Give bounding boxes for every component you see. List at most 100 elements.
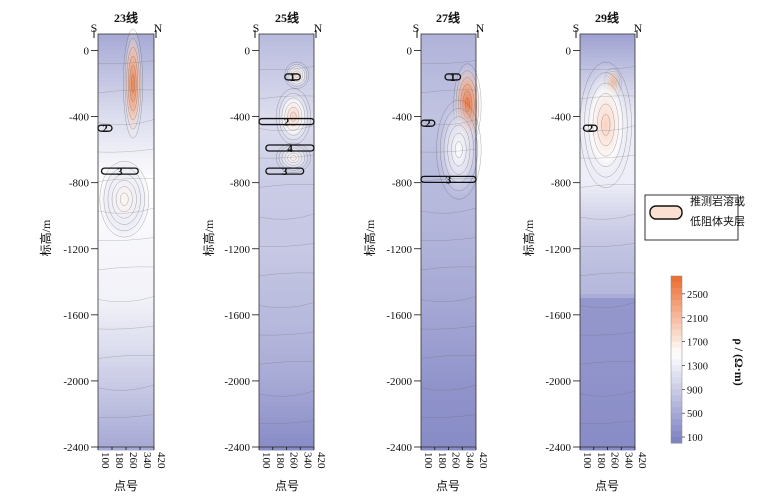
colorbar-tick-label: 100 (687, 433, 703, 444)
field-band (421, 386, 476, 391)
x-tick-label: 100 (581, 452, 593, 469)
contour-line (451, 132, 467, 167)
direction-north: N (314, 21, 323, 35)
colorbar-segment (671, 413, 682, 420)
layer-label: 3 (282, 166, 288, 178)
field-band (580, 54, 635, 59)
contour-line (454, 141, 463, 159)
contour-line (258, 95, 315, 100)
contour-line (287, 107, 300, 127)
field-band (259, 190, 314, 195)
field-band (421, 274, 476, 279)
layer-label: 2 (102, 123, 108, 135)
x-tick-label: 180 (113, 452, 125, 469)
field-band (259, 438, 314, 443)
direction-south: S (413, 21, 420, 35)
field-band (580, 190, 635, 195)
field-band (421, 262, 476, 267)
field-band (98, 282, 154, 287)
field-band (259, 386, 314, 391)
field-band (421, 302, 476, 307)
colorbar-segment (671, 281, 682, 289)
field-band (98, 258, 154, 263)
field-band (580, 310, 635, 315)
colorbar-segment (671, 371, 682, 378)
contour-line (584, 72, 628, 178)
low-resistivity-layer (284, 73, 301, 81)
colorbar-segment (671, 377, 682, 384)
field-band (259, 402, 314, 407)
direction-south: S (253, 21, 260, 35)
field-band (421, 338, 476, 343)
field-band (98, 154, 154, 159)
y-tick-label: -1600 (63, 310, 89, 322)
panel-line-29: 29线 S N 标高/m 点号 0 -400 -800 -1200 -1600 -2000… (521, 10, 648, 493)
field-band (421, 210, 476, 215)
field-band (259, 382, 314, 387)
panel-line-25: 25线 S N 标高/m 点号 0 -400 -800 -1200 -1600 -2000… (201, 10, 327, 493)
contour-line (420, 325, 477, 330)
field-band (259, 230, 314, 235)
field-band (421, 42, 476, 47)
field-band (580, 358, 635, 363)
field-band (580, 202, 635, 207)
contour-line (420, 148, 477, 153)
y-axis-label: 标高/m (201, 219, 216, 256)
field-band (580, 434, 635, 439)
low-resistivity-layer (265, 144, 315, 152)
field-band (580, 266, 635, 271)
colorbar-tick-label: 1300 (687, 361, 708, 372)
field-band (580, 346, 635, 351)
field-band (580, 270, 635, 275)
field-band (580, 246, 635, 251)
contour-line (579, 154, 636, 159)
resistivity-anomaly (580, 62, 632, 188)
field-band (580, 254, 635, 259)
contour-line (579, 390, 636, 397)
field-band (259, 174, 314, 179)
colorbar-frame (670, 275, 683, 444)
field-band (259, 38, 314, 43)
field-band (421, 422, 476, 427)
contour-line (119, 192, 129, 206)
field-band (259, 370, 314, 375)
field-band (580, 238, 635, 243)
field-band (580, 334, 635, 339)
colorbar-segment (671, 383, 682, 390)
y-tick-label: -1200 (63, 244, 89, 256)
field-band (421, 442, 476, 447)
field-band (98, 34, 154, 39)
field-band (259, 346, 314, 351)
field-band (421, 270, 476, 275)
field-band (98, 338, 154, 343)
contour-line (97, 414, 155, 418)
legend-text-line-1: 推测岩溶或 (690, 194, 745, 208)
field-band (421, 394, 476, 399)
field-band (259, 434, 314, 439)
contour-line (420, 384, 477, 391)
contour-line (258, 213, 315, 220)
field-band (98, 422, 154, 427)
field-band (259, 414, 314, 419)
contour-line (258, 361, 315, 365)
contour-line (420, 237, 477, 241)
field-band (259, 50, 314, 55)
field-band (98, 134, 154, 139)
colorbar: ρ / (Ω·m) 100 500 900 1300 1700 2100 2500 (670, 275, 746, 444)
field-band (421, 38, 476, 43)
field-band (580, 378, 635, 383)
contour-line (111, 180, 137, 219)
contour-line (97, 148, 155, 153)
field-band (259, 282, 314, 287)
panel-line-23: 23线 S N 标高/m 点号 0 -400 -800 -1200 -1600 -2000… (38, 10, 167, 493)
x-tick-label: 180 (436, 452, 448, 469)
resistivity-anomaly (99, 161, 149, 238)
panel-line-27: 27线 S N 标高/m 点号 0 -400 -800 -1200 -1600 -2000… (362, 10, 489, 493)
field-band (98, 322, 154, 327)
field-band (421, 314, 476, 319)
low-resistivity-layer (97, 124, 113, 132)
field-band (580, 390, 635, 395)
colorbar-segment (671, 437, 682, 444)
contour-line (258, 154, 315, 159)
field-band (580, 230, 635, 235)
